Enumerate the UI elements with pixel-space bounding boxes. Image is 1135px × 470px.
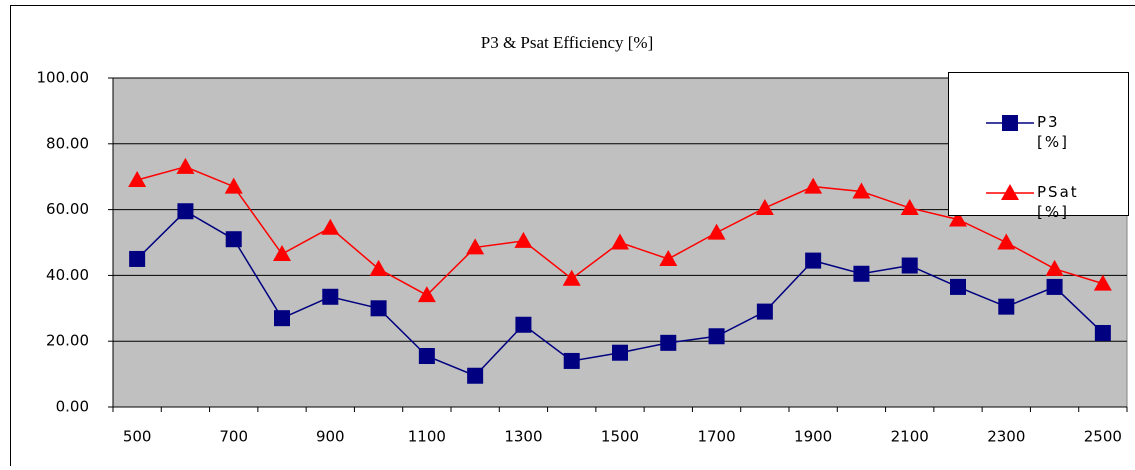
legend-label: PSat [%] <box>1037 182 1097 222</box>
data-point <box>564 353 580 369</box>
data-point <box>226 231 242 247</box>
data-point <box>322 289 338 305</box>
data-point <box>1047 279 1063 295</box>
y-tick-label: 80.00 <box>46 134 89 152</box>
legend-label-box: P3 [%] <box>1037 112 1117 162</box>
data-point <box>902 258 918 274</box>
data-point <box>950 279 966 295</box>
y-tick-label: 60.00 <box>46 200 89 218</box>
y-tick-label: 20.00 <box>46 332 89 350</box>
data-point <box>1002 115 1018 131</box>
y-tick-label: 40.00 <box>46 266 89 284</box>
data-point <box>515 317 531 333</box>
data-point <box>1095 325 1111 341</box>
data-point <box>371 300 387 316</box>
chart-title: P3 & Psat Efficiency [%] <box>481 33 653 52</box>
y-tick-label: 100.00 <box>37 69 90 87</box>
data-point <box>612 345 628 361</box>
data-point <box>274 310 290 326</box>
data-point <box>998 299 1014 315</box>
y-tick-label: 0.00 <box>56 398 89 416</box>
x-tick-label: 700 <box>219 428 248 446</box>
data-point <box>853 266 869 282</box>
data-point <box>467 368 483 384</box>
x-tick-label: 2100 <box>891 428 929 446</box>
legend-label: P3 [%] <box>1037 112 1097 152</box>
data-point <box>419 348 435 364</box>
legend-label-box: PSat [%] <box>1037 182 1117 232</box>
x-tick-label: 500 <box>123 428 152 446</box>
data-point <box>177 203 193 219</box>
x-tick-label: 2300 <box>987 428 1025 446</box>
data-point <box>757 304 773 320</box>
x-tick-label: 900 <box>316 428 345 446</box>
data-point <box>805 253 821 269</box>
x-tick-label: 1100 <box>408 428 446 446</box>
data-point <box>660 335 676 351</box>
x-tick-label: 1500 <box>601 428 639 446</box>
x-tick-label: 1300 <box>504 428 542 446</box>
x-tick-label: 1900 <box>794 428 832 446</box>
data-point <box>129 251 145 267</box>
x-tick-label: 2500 <box>1084 428 1122 446</box>
data-point <box>709 328 725 344</box>
x-tick-label: 1700 <box>697 428 735 446</box>
